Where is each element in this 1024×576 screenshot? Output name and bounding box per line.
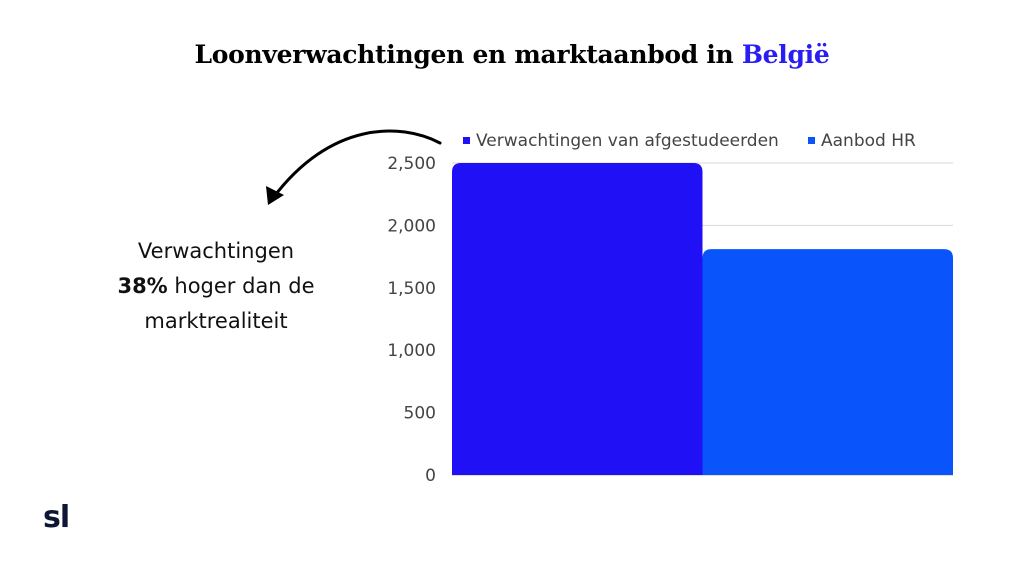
title-highlight: België: [741, 40, 830, 69]
callout-percent: 38%: [117, 274, 168, 298]
y-tick-label: 1,000: [387, 341, 436, 361]
legend-swatch: [808, 137, 815, 144]
bars-layer: [452, 163, 953, 475]
legend-swatch: [463, 137, 470, 144]
arrow-head-icon: [266, 186, 284, 205]
callout-line-1: Verwachtingen: [137, 239, 295, 263]
callout-line-2: 38% hoger dan de: [66, 269, 366, 304]
legend-label: Aanbod HR: [821, 131, 916, 151]
bar-1: [452, 163, 703, 475]
chart-title: Loonverwachtingen en marktaanbod in Belg…: [0, 40, 1024, 69]
bar-2: [702, 249, 953, 475]
y-tick-label: 500: [404, 404, 436, 424]
callout-line-3: marktrealiteit: [144, 309, 288, 333]
legend-label: Verwachtingen van afgestudeerden: [476, 131, 779, 151]
y-tick-label: 2,000: [387, 216, 436, 236]
title-prefix: Loonverwachtingen en marktaanbod in: [194, 40, 742, 69]
brand-logo: sl: [43, 500, 70, 535]
callout-text: Verwachtingen 38% hoger dan de marktreal…: [66, 234, 366, 339]
y-axis-ticks: 0 500 1,000 1,500 2,000 2,500: [387, 154, 436, 486]
legend: Verwachtingen van afgestudeerden Aanbod H…: [463, 131, 916, 151]
y-tick-label: 2,500: [387, 154, 436, 174]
callout-line-2-rest: hoger dan de: [167, 274, 315, 298]
y-tick-label: 0: [425, 466, 436, 486]
y-tick-label: 1,500: [387, 279, 436, 299]
curved-arrow-icon: [271, 129, 442, 200]
